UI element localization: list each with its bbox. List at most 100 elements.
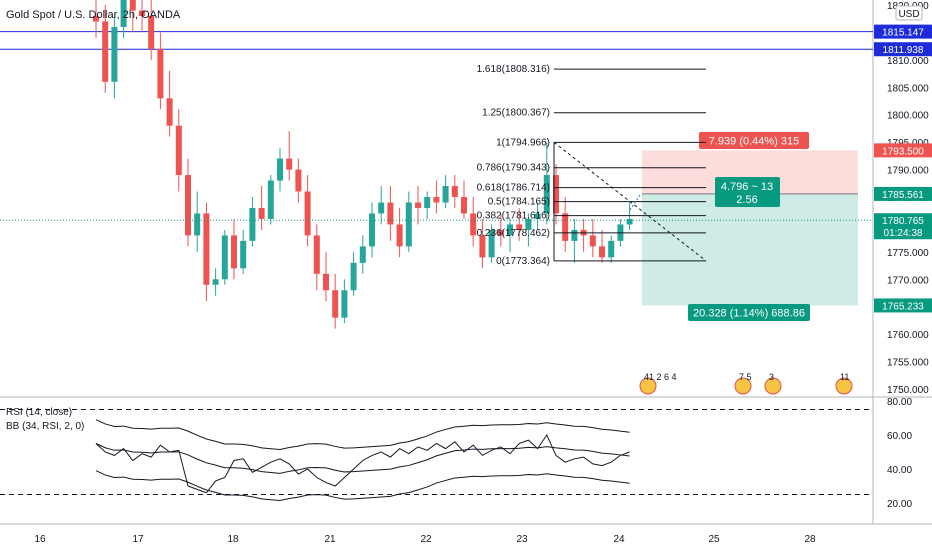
candle-body bbox=[277, 158, 283, 181]
candle-body bbox=[111, 26, 118, 82]
price-tick-label: 1750.000 bbox=[887, 385, 929, 396]
candle-body bbox=[424, 197, 431, 208]
time-tick-label: 21 bbox=[324, 534, 336, 545]
fib-level-label: 0(1773.364) bbox=[496, 256, 550, 267]
target-label: 7.939 (0.44%) 315 bbox=[709, 136, 800, 148]
candle-body bbox=[313, 235, 320, 274]
candle-body bbox=[166, 98, 173, 126]
candle-body bbox=[102, 21, 109, 82]
rsi-line bbox=[95, 433, 630, 494]
time-tick-label: 22 bbox=[420, 534, 432, 545]
bb-basis bbox=[95, 443, 630, 474]
time-tick-label: 23 bbox=[516, 534, 528, 545]
candle-body bbox=[507, 224, 513, 236]
candle-body bbox=[194, 213, 201, 236]
time-tick-label: 18 bbox=[227, 534, 239, 545]
ratio-bg bbox=[715, 177, 780, 207]
price-badge-label: 1780.765 bbox=[882, 216, 924, 227]
events-group-2: 7 5 bbox=[739, 372, 752, 382]
fib-level-label: 0.786(1790.343) bbox=[477, 163, 550, 174]
candle-body bbox=[405, 202, 412, 247]
fib-level-label: 1(1794.966) bbox=[496, 137, 550, 148]
chart-title[interactable]: Gold Spot / U.S. Dollar, 2h, OANDA bbox=[6, 9, 181, 21]
candle-body bbox=[212, 279, 219, 285]
candle-body bbox=[562, 213, 569, 241]
fib-trend-line bbox=[553, 141, 707, 262]
candle-body bbox=[497, 229, 504, 236]
events-group-3-icon bbox=[764, 377, 782, 395]
candle-body bbox=[258, 207, 265, 219]
candle-body bbox=[396, 224, 403, 247]
candle-body bbox=[571, 229, 578, 241]
countdown-label: 01:24:38 bbox=[884, 228, 923, 239]
price-tick-label: 1775.000 bbox=[887, 248, 929, 259]
price-tick-label: 1755.000 bbox=[887, 358, 929, 369]
events-group-4-icon bbox=[835, 377, 853, 395]
fib-level-label: 0.5(1784.165) bbox=[488, 197, 550, 208]
candle-body bbox=[267, 180, 274, 219]
rsi-tick-label: 60.00 bbox=[887, 431, 912, 442]
price-badge-label: 1815.147 bbox=[882, 28, 924, 39]
price-badge-label: 1811.938 bbox=[883, 45, 924, 56]
candle-body bbox=[442, 186, 449, 203]
time-tick-label: 28 bbox=[804, 534, 816, 545]
candle-body bbox=[359, 246, 366, 263]
events-group-1-icon bbox=[639, 377, 657, 395]
rsi-tick-label: 80.00 bbox=[887, 397, 912, 408]
candle-body bbox=[139, 10, 145, 16]
price-badge bbox=[874, 186, 932, 201]
candle-body bbox=[221, 235, 228, 280]
candle-body bbox=[534, 213, 541, 219]
fib-level-label: 0.618(1786.714) bbox=[477, 183, 550, 194]
rsi-legend[interactable]: RSI (14, close) bbox=[6, 407, 73, 418]
candle-body bbox=[295, 169, 302, 192]
currency-label: USD bbox=[898, 9, 919, 20]
candle-body bbox=[387, 202, 394, 225]
events-group-3: 3 bbox=[769, 372, 774, 382]
fib-level-label: 0.236(1778.462) bbox=[477, 228, 550, 239]
bb-lower bbox=[95, 470, 630, 502]
candle-body bbox=[470, 213, 477, 236]
candle-body bbox=[120, 0, 127, 27]
time-tick-label: 24 bbox=[613, 534, 625, 545]
price-tick-label: 1805.000 bbox=[887, 83, 929, 94]
candle-body bbox=[129, 0, 136, 11]
candle-body bbox=[369, 213, 375, 247]
price-tick-label: 1770.000 bbox=[887, 275, 929, 286]
stop-zone bbox=[642, 193, 858, 306]
candle-body bbox=[488, 229, 495, 258]
candle-body bbox=[525, 218, 532, 230]
events-group-1: 41 2 6 4 bbox=[644, 372, 677, 382]
candle-body bbox=[240, 240, 247, 269]
candle-body bbox=[461, 197, 467, 214]
candle-body bbox=[479, 235, 486, 258]
candle-body bbox=[626, 218, 633, 225]
price-badge bbox=[874, 213, 932, 240]
time-tick-label: 17 bbox=[132, 534, 144, 545]
candle-body bbox=[203, 213, 210, 285]
candle-body bbox=[553, 175, 559, 214]
candle-body bbox=[433, 197, 440, 203]
ratio-value: 2.56 bbox=[736, 194, 757, 206]
stop-label: 20.328 (1.14%) 688.86 bbox=[693, 308, 805, 320]
price-tick-label: 1760.000 bbox=[887, 330, 929, 341]
candle-body bbox=[608, 240, 615, 258]
ratio-label: 4.796 ~ 13 bbox=[721, 181, 773, 193]
time-tick-label: 25 bbox=[708, 534, 720, 545]
events-group-2-icon bbox=[734, 377, 752, 395]
candle-body bbox=[599, 246, 605, 258]
currency-button bbox=[895, 5, 923, 21]
fib-level-label: 1.25(1800.367) bbox=[482, 108, 550, 119]
bb-legend[interactable]: BB (34, RSI, 2, 0) bbox=[6, 421, 85, 432]
projection-arrow bbox=[629, 194, 641, 211]
candle-body bbox=[304, 191, 311, 236]
candle-body bbox=[231, 235, 237, 269]
events-group-4: 11 bbox=[840, 372, 849, 382]
candle-body bbox=[157, 48, 164, 99]
candle-body bbox=[332, 290, 339, 318]
rsi-tick-label: 20.00 bbox=[887, 499, 912, 510]
candle-body bbox=[148, 15, 155, 49]
candle-body bbox=[323, 273, 329, 291]
price-badge-label: 1793.500 bbox=[882, 146, 924, 157]
